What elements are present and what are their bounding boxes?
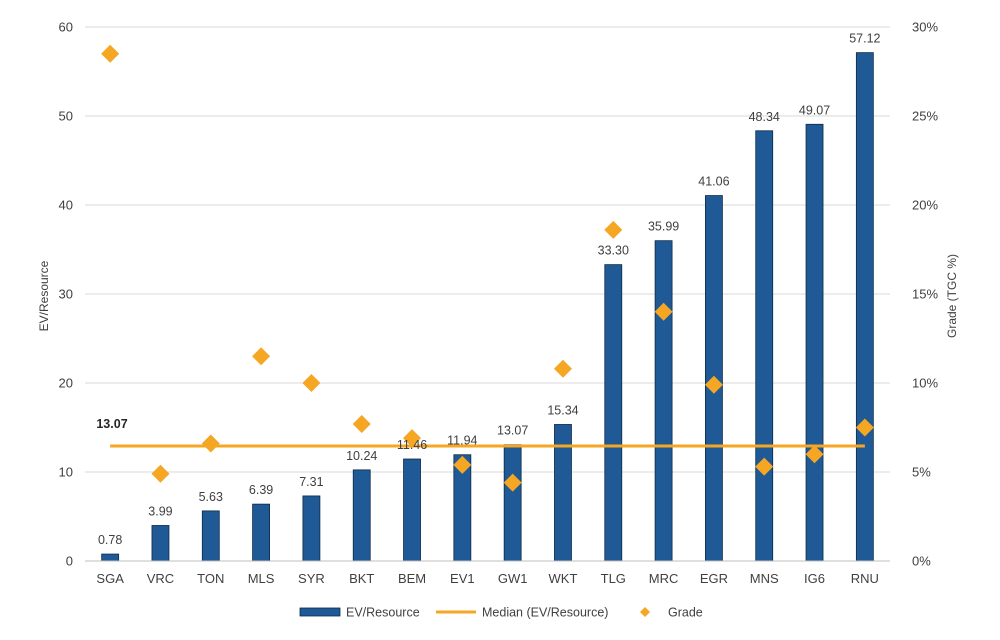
grade-marker bbox=[101, 44, 120, 63]
bar bbox=[352, 469, 371, 562]
x-tick-label: WKT bbox=[549, 571, 578, 586]
y-tick-label: 30 bbox=[59, 287, 73, 302]
bar-value-label: 48.34 bbox=[749, 110, 780, 124]
bar-value-label: 6.39 bbox=[249, 483, 273, 497]
bar bbox=[403, 458, 421, 562]
axes: 0 10 20 30 40 50 60 0% 5% 10% 15% 20% 25% 30% SGA VRC TO… bbox=[59, 20, 939, 587]
legend-label-median: Median (EV/Resource) bbox=[482, 606, 608, 620]
bar bbox=[855, 52, 874, 562]
legend: EV/Resource Median (EV/Resource) Grade bbox=[299, 606, 703, 620]
grade-marker bbox=[252, 347, 271, 366]
bar bbox=[302, 495, 321, 562]
bar-value-label: 3.99 bbox=[148, 504, 172, 518]
bar bbox=[805, 123, 824, 562]
grade-marker bbox=[352, 414, 371, 433]
bar-value-label: 0.78 bbox=[98, 533, 122, 547]
y-tick-label: 40 bbox=[59, 198, 73, 213]
x-tick-label: RNU bbox=[851, 571, 879, 586]
bar-value-label: 13.07 bbox=[497, 424, 528, 438]
y-tick-label: 10 bbox=[59, 465, 73, 480]
grade-marker bbox=[503, 473, 522, 492]
y2-axis-title: Grade (TGC %) bbox=[945, 254, 959, 338]
grade-marker bbox=[654, 302, 673, 321]
x-tick-label: GW1 bbox=[498, 571, 528, 586]
bar bbox=[201, 510, 220, 562]
bar-value-labels: 0.78 3.99 5.63 6.39 7.31 10.24 11.46 11.94 13.07… bbox=[98, 32, 881, 547]
grade-marker bbox=[855, 418, 874, 437]
x-tick-label: BKT bbox=[349, 571, 374, 586]
bar-value-label: 15.34 bbox=[547, 403, 578, 417]
y2-tick-label: 25% bbox=[912, 109, 938, 124]
y2-tick-label: 0% bbox=[912, 554, 931, 569]
grade-marker bbox=[201, 434, 220, 453]
bar-value-label: 49.07 bbox=[799, 103, 830, 117]
bar bbox=[252, 503, 270, 562]
y2-tick-label: 20% bbox=[912, 198, 938, 213]
grade-marker bbox=[151, 464, 170, 483]
x-tick-label: IG6 bbox=[804, 571, 825, 586]
x-tick-label: MNS bbox=[750, 571, 779, 586]
y2-tick-label: 5% bbox=[912, 465, 931, 480]
bar-value-label: 10.24 bbox=[346, 449, 377, 463]
y-tick-label: 0 bbox=[66, 554, 73, 569]
y-axis-title: EV/Resource bbox=[37, 260, 51, 331]
grade-marker bbox=[302, 374, 321, 392]
grade-marker bbox=[704, 375, 723, 394]
bar-value-label: 41.06 bbox=[698, 175, 729, 189]
bar-value-label: 5.63 bbox=[199, 490, 223, 504]
legend-swatch-ev-resource bbox=[299, 607, 341, 617]
x-tick-label: TLG bbox=[601, 571, 626, 586]
x-tick-label: BEM bbox=[398, 571, 426, 586]
legend-label-ev-resource: EV/Resource bbox=[346, 606, 420, 620]
bar bbox=[101, 553, 120, 562]
bar-value-label: 33.30 bbox=[598, 244, 629, 258]
bar-series bbox=[101, 52, 874, 562]
bar-value-label: 35.99 bbox=[648, 220, 679, 234]
median-label: 13.07 bbox=[96, 417, 127, 431]
bar bbox=[755, 130, 774, 562]
grade-series bbox=[101, 44, 874, 492]
bar bbox=[151, 525, 170, 562]
y-tick-label: 20 bbox=[59, 376, 73, 391]
bar-value-label: 7.31 bbox=[299, 475, 323, 489]
x-tick-label: EV1 bbox=[450, 571, 475, 586]
grade-marker bbox=[755, 457, 774, 476]
y-tick-label: 60 bbox=[59, 20, 73, 35]
bar bbox=[604, 264, 623, 562]
y-tick-label: 50 bbox=[59, 109, 73, 124]
y2-tick-label: 30% bbox=[912, 20, 938, 35]
y2-tick-label: 15% bbox=[912, 287, 938, 302]
x-tick-label: SYR bbox=[298, 571, 325, 586]
grade-marker bbox=[805, 445, 824, 464]
bar-value-label: 11.46 bbox=[397, 438, 427, 452]
legend-label-grade: Grade bbox=[668, 606, 703, 620]
grade-marker bbox=[403, 429, 422, 448]
grade-marker bbox=[553, 359, 572, 378]
bar-value-label: 11.94 bbox=[447, 434, 477, 448]
x-tick-label: MLS bbox=[248, 571, 275, 586]
grade-marker bbox=[453, 455, 472, 474]
x-tick-label: VRC bbox=[147, 571, 174, 586]
x-tick-label: MRC bbox=[649, 571, 679, 586]
bar bbox=[654, 240, 673, 562]
legend-swatch-grade bbox=[640, 607, 650, 617]
bar bbox=[503, 444, 522, 562]
x-tick-label: SGA bbox=[96, 571, 124, 586]
bar-value-label: 57.12 bbox=[849, 32, 880, 46]
y2-tick-label: 10% bbox=[912, 376, 938, 391]
x-tick-label: TON bbox=[197, 571, 224, 586]
grade-marker bbox=[604, 220, 623, 239]
median-series: 13.07 bbox=[96, 417, 865, 448]
x-tick-label: EGR bbox=[700, 571, 728, 586]
